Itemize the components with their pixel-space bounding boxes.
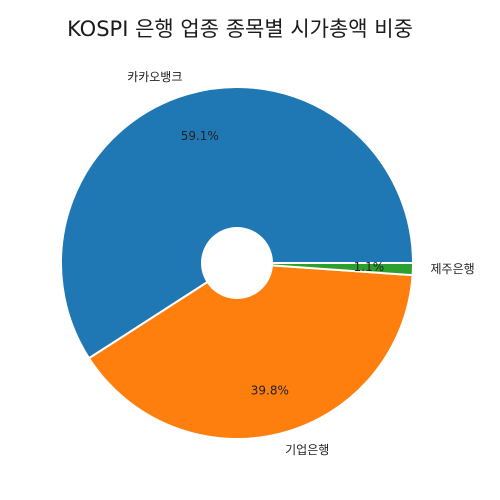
category-label-3: 제주은행 [430, 261, 474, 276]
percent-label-3: 1.1% [354, 260, 385, 274]
percent-label-2: 39.8% [251, 383, 289, 397]
chart-title: KOSPI 은행 업종 종목별 시가총액 비중 [67, 17, 413, 41]
category-label-1: 카카오뱅크 [127, 70, 182, 84]
category-label-2: 기업은행 [285, 442, 329, 457]
percent-label-1: 59.1% [181, 129, 219, 143]
donut-hole [201, 227, 273, 299]
